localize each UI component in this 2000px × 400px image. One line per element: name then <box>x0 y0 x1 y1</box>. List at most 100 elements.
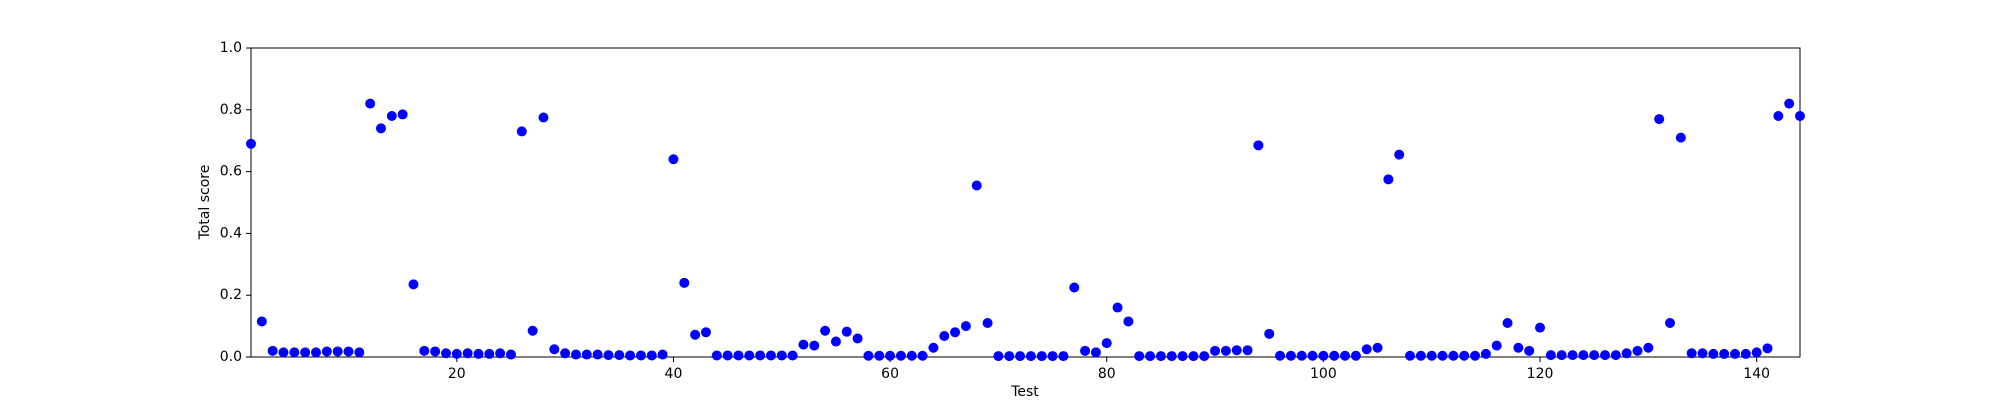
point <box>982 318 993 329</box>
point <box>1025 351 1036 362</box>
point <box>1285 350 1296 361</box>
point <box>971 180 982 191</box>
point <box>495 348 506 359</box>
point <box>1784 98 1795 109</box>
point <box>993 351 1004 362</box>
point <box>1069 282 1080 293</box>
point <box>1686 348 1697 359</box>
point <box>1296 350 1307 361</box>
point <box>895 350 906 361</box>
point <box>809 340 820 351</box>
x-tick-label: 120 <box>1527 366 1554 382</box>
point <box>646 350 657 361</box>
y-tick-label: 0.2 <box>220 287 242 303</box>
point <box>939 330 950 341</box>
point <box>1502 318 1513 329</box>
point <box>1145 351 1156 362</box>
point <box>1155 351 1166 362</box>
point <box>690 329 701 340</box>
point <box>549 344 560 355</box>
point <box>722 350 733 361</box>
point <box>885 350 896 361</box>
y-tick-label: 0.0 <box>220 349 242 365</box>
point <box>1134 351 1145 362</box>
point <box>1632 345 1643 356</box>
x-tick-label: 140 <box>1743 366 1770 382</box>
point <box>1654 114 1665 125</box>
point <box>679 277 690 288</box>
point <box>1372 342 1383 353</box>
point <box>430 346 441 357</box>
point <box>765 350 776 361</box>
point <box>375 123 386 134</box>
point <box>1513 342 1524 353</box>
point <box>343 346 354 357</box>
point <box>635 350 646 361</box>
point <box>1383 174 1394 185</box>
point <box>1080 345 1091 356</box>
y-tick-label: 0.6 <box>220 164 242 180</box>
point <box>397 109 408 120</box>
y-tick-label: 1.0 <box>220 40 242 56</box>
point <box>484 348 495 359</box>
point <box>1318 350 1329 361</box>
point <box>1470 350 1481 361</box>
point <box>332 346 343 357</box>
y-tick-label: 0.4 <box>220 225 242 241</box>
point <box>1350 350 1361 361</box>
point <box>1665 318 1676 329</box>
point <box>1459 350 1470 361</box>
point <box>1253 140 1264 151</box>
point <box>246 138 256 149</box>
point <box>1491 340 1502 351</box>
point <box>267 345 278 356</box>
point <box>451 348 462 359</box>
point <box>798 339 809 350</box>
point <box>776 350 787 361</box>
point <box>1567 350 1578 361</box>
point <box>711 350 722 361</box>
point <box>1751 347 1762 358</box>
point <box>570 349 581 360</box>
y-tick-label: 0.8 <box>220 102 242 118</box>
point <box>1090 347 1101 358</box>
point <box>863 350 874 361</box>
point <box>820 325 831 336</box>
point <box>625 350 636 361</box>
point <box>473 348 484 359</box>
point <box>560 348 571 359</box>
point <box>1740 348 1751 359</box>
point <box>1621 348 1632 359</box>
point <box>1426 350 1437 361</box>
point <box>1004 351 1015 362</box>
y-axis-label: Total score <box>197 165 213 241</box>
point <box>1610 350 1621 361</box>
point <box>1112 302 1123 313</box>
point <box>1340 350 1351 361</box>
point <box>1675 132 1686 143</box>
point <box>1600 350 1611 361</box>
point <box>744 350 755 361</box>
x-tick-label: 60 <box>881 366 899 382</box>
point <box>1448 350 1459 361</box>
point <box>354 347 365 358</box>
point <box>1730 348 1741 359</box>
point <box>310 347 321 358</box>
point <box>581 349 592 360</box>
point <box>505 349 516 360</box>
point <box>1589 350 1600 361</box>
point <box>321 346 332 357</box>
point <box>289 347 300 358</box>
point <box>906 350 917 361</box>
x-tick-label: 40 <box>665 366 683 382</box>
point <box>1795 110 1805 121</box>
point <box>278 347 289 358</box>
point <box>852 333 863 344</box>
point <box>1437 350 1448 361</box>
point <box>538 112 549 123</box>
point <box>1307 350 1318 361</box>
point <box>256 316 267 327</box>
point <box>917 350 928 361</box>
point <box>1199 351 1210 362</box>
